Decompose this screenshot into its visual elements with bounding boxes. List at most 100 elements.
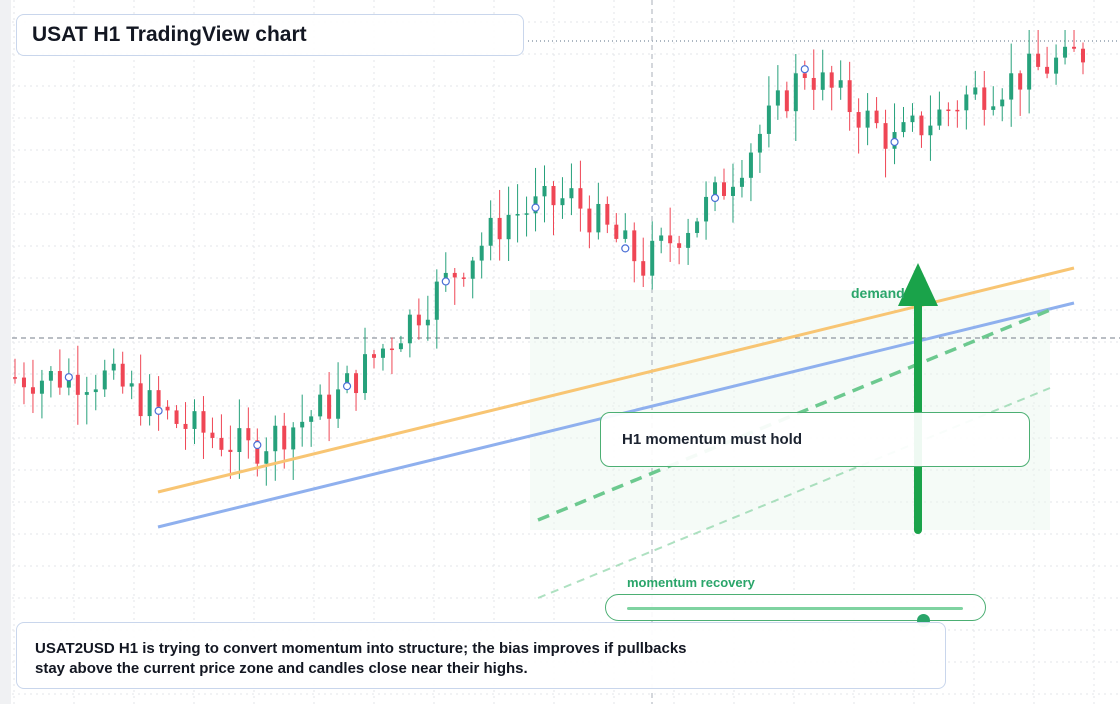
signal-marker xyxy=(531,203,540,212)
candle-up xyxy=(739,177,744,187)
candle-up xyxy=(147,390,152,417)
chart-title-box: USAT H1 TradingView chart xyxy=(16,14,524,56)
candle-up xyxy=(425,319,430,326)
candle-down xyxy=(587,208,592,233)
candle-up xyxy=(309,416,314,422)
candle-up xyxy=(39,380,44,394)
candle-up xyxy=(407,314,412,344)
candle-down xyxy=(174,410,179,424)
signal-marker xyxy=(800,65,809,74)
candle-down xyxy=(632,230,637,262)
demand-label: demand xyxy=(851,285,905,301)
candle-up xyxy=(1000,99,1005,107)
candle-down xyxy=(371,354,376,358)
candle-up xyxy=(318,394,323,417)
candle-up xyxy=(569,188,574,199)
candle-up xyxy=(596,203,601,233)
candle-down xyxy=(847,80,852,113)
signal-marker xyxy=(154,406,163,415)
candle-up xyxy=(84,392,89,395)
candle-down xyxy=(30,387,35,394)
candle-up xyxy=(93,389,98,393)
candle-down xyxy=(1018,73,1023,90)
candle-down xyxy=(1036,53,1041,67)
candle-down xyxy=(677,243,682,248)
candle-up xyxy=(1027,53,1032,90)
candle-up xyxy=(111,363,116,371)
candle-up xyxy=(757,133,762,153)
channel-line-green xyxy=(537,308,1051,522)
candle-down xyxy=(829,72,834,88)
candle-up xyxy=(1063,46,1068,58)
candle-down xyxy=(551,185,556,206)
signal-marker xyxy=(710,193,720,203)
candle-up xyxy=(838,80,843,88)
marker-layer xyxy=(64,65,899,450)
candle-up xyxy=(973,87,978,95)
candle-down xyxy=(210,432,215,438)
candle-down xyxy=(165,406,170,411)
candle-up xyxy=(264,451,269,464)
candle-down xyxy=(955,109,960,112)
candle-up xyxy=(363,354,368,394)
candle-up xyxy=(991,106,996,110)
candle-down xyxy=(1045,66,1050,74)
candle-down xyxy=(874,110,879,124)
candle-up xyxy=(129,383,134,387)
candle-up xyxy=(650,240,655,276)
candle-down xyxy=(255,440,260,464)
signal-marker xyxy=(890,137,899,147)
candle-down xyxy=(156,390,161,407)
candle-down xyxy=(246,428,251,441)
candle-up xyxy=(506,214,511,240)
analysis-note: USAT2USD H1 is trying to convert momentu… xyxy=(16,622,946,689)
candle-down xyxy=(641,261,646,276)
candle-up xyxy=(300,421,305,428)
slider-track[interactable] xyxy=(627,607,963,627)
left-axis-strip xyxy=(0,0,11,704)
candle-down xyxy=(883,123,888,149)
candle-up xyxy=(443,272,448,282)
note-line-1: USAT2USD H1 is trying to convert momentu… xyxy=(35,640,687,657)
candle-up xyxy=(192,411,197,429)
candle-up xyxy=(524,213,529,215)
candle-up xyxy=(488,217,493,246)
candle-up xyxy=(479,245,484,261)
candle-up xyxy=(1009,73,1014,100)
candle-down xyxy=(120,363,125,387)
candle-down xyxy=(13,377,17,379)
up-arrow-head xyxy=(898,263,938,306)
candle-down xyxy=(605,203,610,225)
candle-down xyxy=(919,115,924,136)
candle-down xyxy=(219,437,224,450)
candle-down xyxy=(1081,48,1085,63)
candle-up xyxy=(937,109,942,126)
candle-up xyxy=(380,348,385,358)
candle-down xyxy=(784,90,789,112)
candle-up xyxy=(345,373,350,390)
candle-up xyxy=(964,94,969,111)
candle-down xyxy=(75,374,80,395)
candle-up xyxy=(713,182,718,197)
candle-down xyxy=(138,383,143,417)
candle-down xyxy=(416,314,421,326)
candle-down xyxy=(183,423,188,429)
candle-up xyxy=(766,105,771,134)
candle-down xyxy=(668,235,673,244)
candle-up xyxy=(398,343,403,350)
candle-up xyxy=(102,370,107,390)
candle-up xyxy=(515,214,520,216)
candle-up xyxy=(560,198,565,206)
candle-up xyxy=(1054,57,1059,74)
chart-grid xyxy=(12,0,1120,704)
signal-marker xyxy=(621,244,630,253)
candle-up xyxy=(623,230,628,239)
candle-up xyxy=(820,72,825,90)
momentum-slider[interactable] xyxy=(605,594,986,627)
candle-down xyxy=(21,377,26,388)
candle-up xyxy=(865,110,870,128)
candle-down xyxy=(389,348,394,351)
candle-down xyxy=(802,73,807,78)
candle-down xyxy=(722,182,727,196)
